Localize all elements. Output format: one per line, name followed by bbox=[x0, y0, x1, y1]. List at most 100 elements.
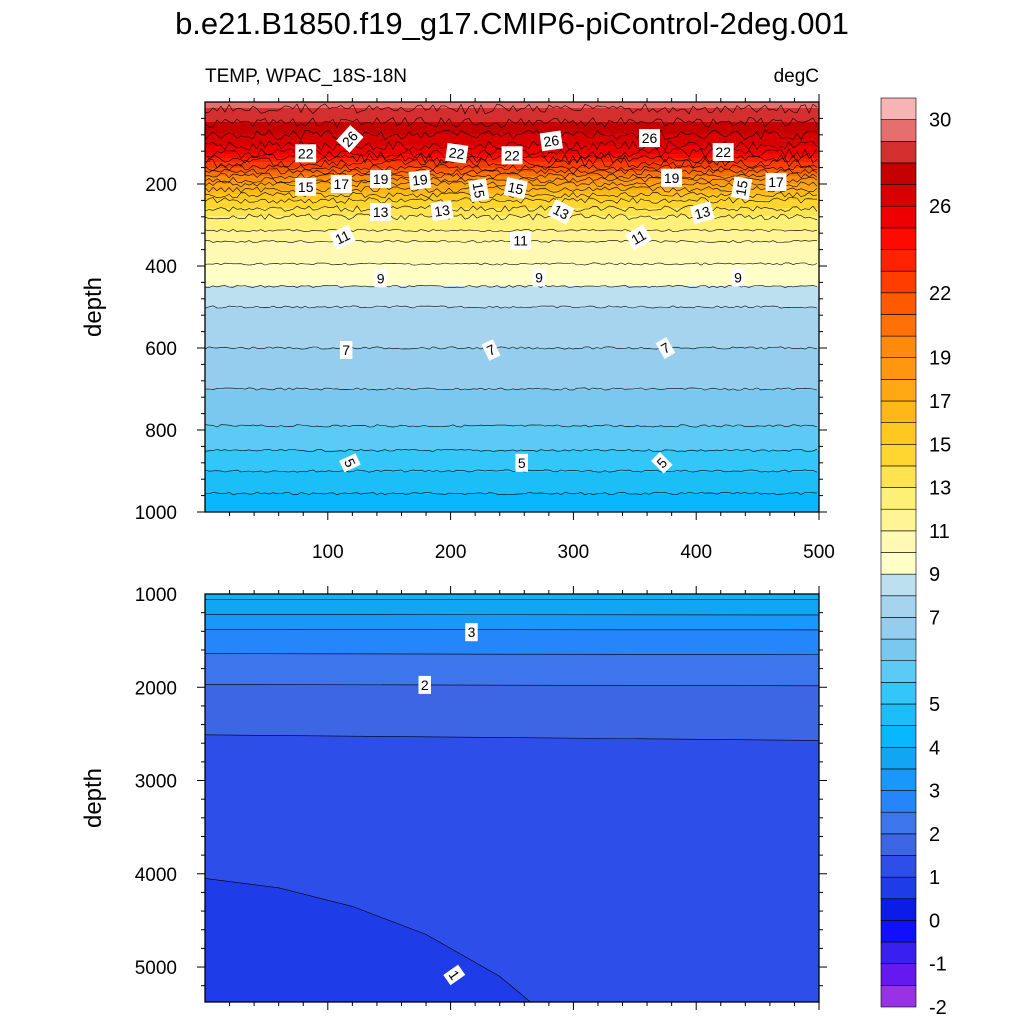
colorbar-box bbox=[880, 660, 917, 683]
upper-contour-line bbox=[205, 168, 818, 176]
upper-contour-label-bg bbox=[445, 142, 469, 164]
upper-contour-label-bg bbox=[765, 172, 787, 191]
upper-fill-band bbox=[205, 378, 819, 381]
upper-contour-label: 15 bbox=[295, 177, 317, 196]
upper-fill-band bbox=[205, 266, 819, 269]
colorbar-tick-label: 22 bbox=[929, 283, 951, 305]
upper-contour-label-bg bbox=[503, 177, 528, 200]
upper-fill-band bbox=[205, 358, 819, 361]
upper-contour-label-text: 22 bbox=[715, 144, 731, 160]
upper-fill-band bbox=[205, 490, 819, 493]
colorbar-box bbox=[880, 508, 917, 532]
colorbar-tick-label: 15 bbox=[929, 434, 951, 456]
lower-contour-label-text: 3 bbox=[468, 624, 476, 640]
upper-y-tick-label: 800 bbox=[145, 421, 177, 442]
lower-contour-label: 1 bbox=[443, 964, 466, 986]
colorbar-box bbox=[880, 400, 917, 423]
upper-contour-label-text: 19 bbox=[373, 171, 389, 187]
upper-fill-band bbox=[205, 420, 819, 423]
upper-contour-line bbox=[205, 305, 818, 309]
upper-fill-band bbox=[205, 206, 819, 209]
upper-contour-label-bg bbox=[547, 199, 575, 225]
upper-contour-label-text: 15 bbox=[732, 179, 750, 197]
upper-fill-band bbox=[205, 458, 819, 461]
upper-fill-band bbox=[205, 354, 819, 357]
upper-contour-line bbox=[205, 284, 818, 289]
colorbar-tick-label: 7 bbox=[929, 607, 940, 629]
upper-fill-band bbox=[205, 116, 819, 119]
upper-contour-label: 13 bbox=[430, 200, 454, 222]
upper-contour-label: 5 bbox=[515, 453, 528, 472]
upper-fill-band bbox=[205, 310, 819, 313]
upper-contour-label-text: 9 bbox=[535, 270, 543, 286]
upper-fill-band bbox=[205, 286, 819, 289]
colorbar-tick-label: 5 bbox=[929, 694, 940, 716]
colorbar-tick-label: 26 bbox=[929, 196, 951, 218]
upper-contour-label-bg bbox=[532, 268, 546, 287]
upper-fill-band bbox=[205, 278, 819, 281]
upper-fill-band bbox=[205, 254, 819, 257]
upper-contour-label: 22 bbox=[712, 143, 734, 161]
upper-fill-band bbox=[205, 298, 819, 301]
lower-y-tick-label: 3000 bbox=[135, 772, 177, 793]
upper-contour-label-bg bbox=[712, 143, 734, 161]
upper-contour-label-bg bbox=[639, 129, 660, 148]
upper-fill-band bbox=[205, 400, 819, 403]
colorbar-box bbox=[880, 811, 917, 835]
upper-contour-label: 26 bbox=[336, 125, 364, 153]
colorbar-tick-label: 11 bbox=[929, 521, 950, 543]
upper-fill-band bbox=[205, 222, 819, 225]
colorbar-tick-label: 19 bbox=[929, 348, 951, 370]
colorbar-box bbox=[880, 833, 917, 856]
upper-contour-label: 9 bbox=[532, 268, 546, 287]
upper-fill-band bbox=[205, 384, 819, 387]
upper-fill-band bbox=[205, 368, 819, 371]
upper-fill-band bbox=[205, 352, 819, 355]
upper-fill-band bbox=[205, 214, 819, 217]
upper-contour-line bbox=[205, 213, 818, 221]
upper-contour-label: 26 bbox=[539, 130, 563, 152]
upper-fill-band bbox=[205, 290, 819, 293]
upper-contour-label-bg bbox=[510, 231, 532, 250]
colorbar-box bbox=[880, 725, 917, 748]
upper-fill-band bbox=[205, 316, 819, 319]
upper-fill-band bbox=[205, 486, 819, 489]
colorbar-box bbox=[880, 552, 917, 575]
upper-fill-band bbox=[205, 344, 819, 347]
upper-fill-band bbox=[205, 224, 819, 227]
lower-contour-label-bg bbox=[465, 623, 478, 642]
upper-fill-band bbox=[205, 170, 819, 173]
upper-contour-label: 26 bbox=[639, 129, 660, 148]
upper-contour-label-bg bbox=[370, 170, 392, 189]
upper-contour-label: 15 bbox=[468, 178, 490, 203]
upper-fill-band bbox=[205, 304, 819, 307]
upper-fill-band bbox=[205, 410, 819, 413]
upper-fill-band bbox=[205, 104, 819, 107]
upper-contour-label: 11 bbox=[329, 224, 356, 250]
upper-fill-band bbox=[205, 226, 819, 229]
upper-fill-band bbox=[205, 474, 819, 477]
upper-fill-band bbox=[205, 382, 819, 385]
upper-y-tick-label: 1000 bbox=[135, 503, 177, 524]
upper-contour-label-bg bbox=[730, 176, 753, 201]
lower-contour-line bbox=[205, 734, 819, 741]
upper-fill-band bbox=[205, 428, 819, 431]
upper-contour-label-bg bbox=[295, 177, 317, 196]
upper-contour-label-bg bbox=[515, 453, 528, 472]
upper-fill-band bbox=[205, 334, 819, 337]
upper-fill-band bbox=[205, 374, 819, 377]
colorbar-box bbox=[880, 227, 917, 250]
upper-fill-band bbox=[205, 404, 819, 407]
upper-contour-line bbox=[205, 346, 818, 350]
upper-contour-label-bg bbox=[330, 175, 352, 193]
upper-contour-label: 5 bbox=[650, 452, 673, 474]
upper-fill-band bbox=[205, 172, 819, 175]
lower-y-tick-label: 2000 bbox=[135, 678, 177, 699]
upper-fill-band bbox=[205, 408, 819, 411]
upper-fill-band bbox=[205, 252, 819, 255]
upper-fill-band bbox=[205, 398, 819, 401]
upper-contour-label: 15 bbox=[730, 176, 753, 201]
upper-depth-panel: 26 22 22 22 26 26 22 15 17 19 19 15 15 19 15 17 13 13 13 13… bbox=[80, 94, 835, 563]
upper-fill-band bbox=[205, 270, 819, 273]
